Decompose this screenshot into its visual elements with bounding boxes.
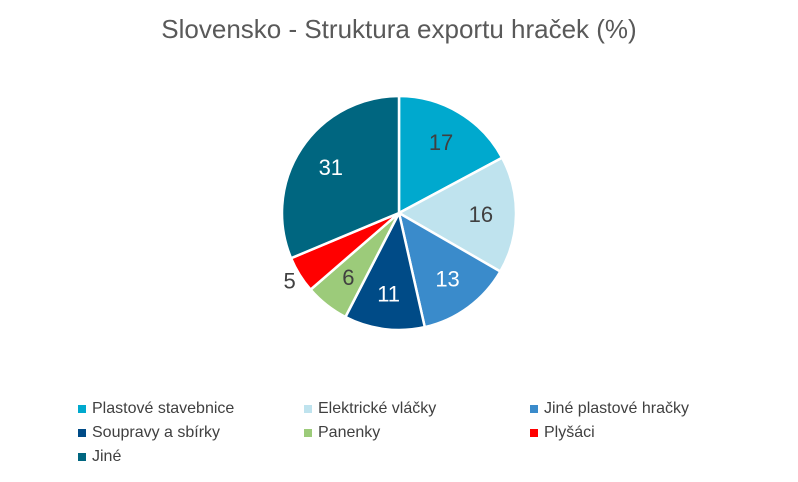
legend-swatch [78, 429, 86, 437]
legend-item: Panenky [304, 424, 380, 442]
legend-label: Jiné [92, 448, 122, 465]
legend-swatch [304, 429, 312, 437]
legend-item: Jiné [78, 448, 121, 466]
legend-item: Jiné plastové hračky [530, 400, 689, 418]
pie-slice-2 [397, 156, 518, 273]
pie-slice-3 [397, 211, 502, 329]
legend-label: Plyšáci [544, 424, 595, 441]
legend-item: Plyšáci [530, 424, 595, 442]
pie-slice-1 [397, 94, 504, 215]
legend-swatch [78, 405, 86, 413]
legend-label: Panenky [318, 424, 381, 441]
pie-data-label-7: 31 [319, 155, 343, 180]
legend-label: Soupravy a sbírky [92, 424, 221, 441]
chart-title: Slovensko - Struktura exportu hraček (%) [161, 14, 637, 44]
legend-label: Elektrické vláčky [318, 400, 437, 417]
legend-label: Plastové stavebnice [92, 400, 235, 417]
legend-label: Jiné plastové hračky [544, 400, 689, 417]
legend-item: Soupravy a sbírky [78, 424, 220, 442]
legend-item: Elektrické vláčky [304, 400, 436, 418]
pie-data-label-2: 16 [469, 202, 493, 227]
legend-swatch [530, 429, 538, 437]
pie-data-label-6: 5 [284, 268, 296, 293]
pie-data-labels: 17 16 13 11 6 5 31 [284, 130, 494, 307]
legend-swatch [530, 405, 538, 413]
pie-data-label-5: 6 [342, 265, 354, 290]
pie-slice-7 [280, 94, 401, 260]
pie-data-label-1: 17 [429, 130, 453, 155]
pie-chart: 17 16 13 11 6 5 31 [280, 94, 518, 332]
legend-swatch [304, 405, 312, 413]
pie-slice-4 [344, 211, 427, 332]
legend-swatch [78, 453, 86, 461]
pie-data-label-3: 13 [435, 266, 459, 291]
pie-data-label-4: 11 [377, 282, 400, 307]
pie-slices [280, 94, 518, 332]
legend-item: Plastové stavebnice [78, 400, 234, 418]
